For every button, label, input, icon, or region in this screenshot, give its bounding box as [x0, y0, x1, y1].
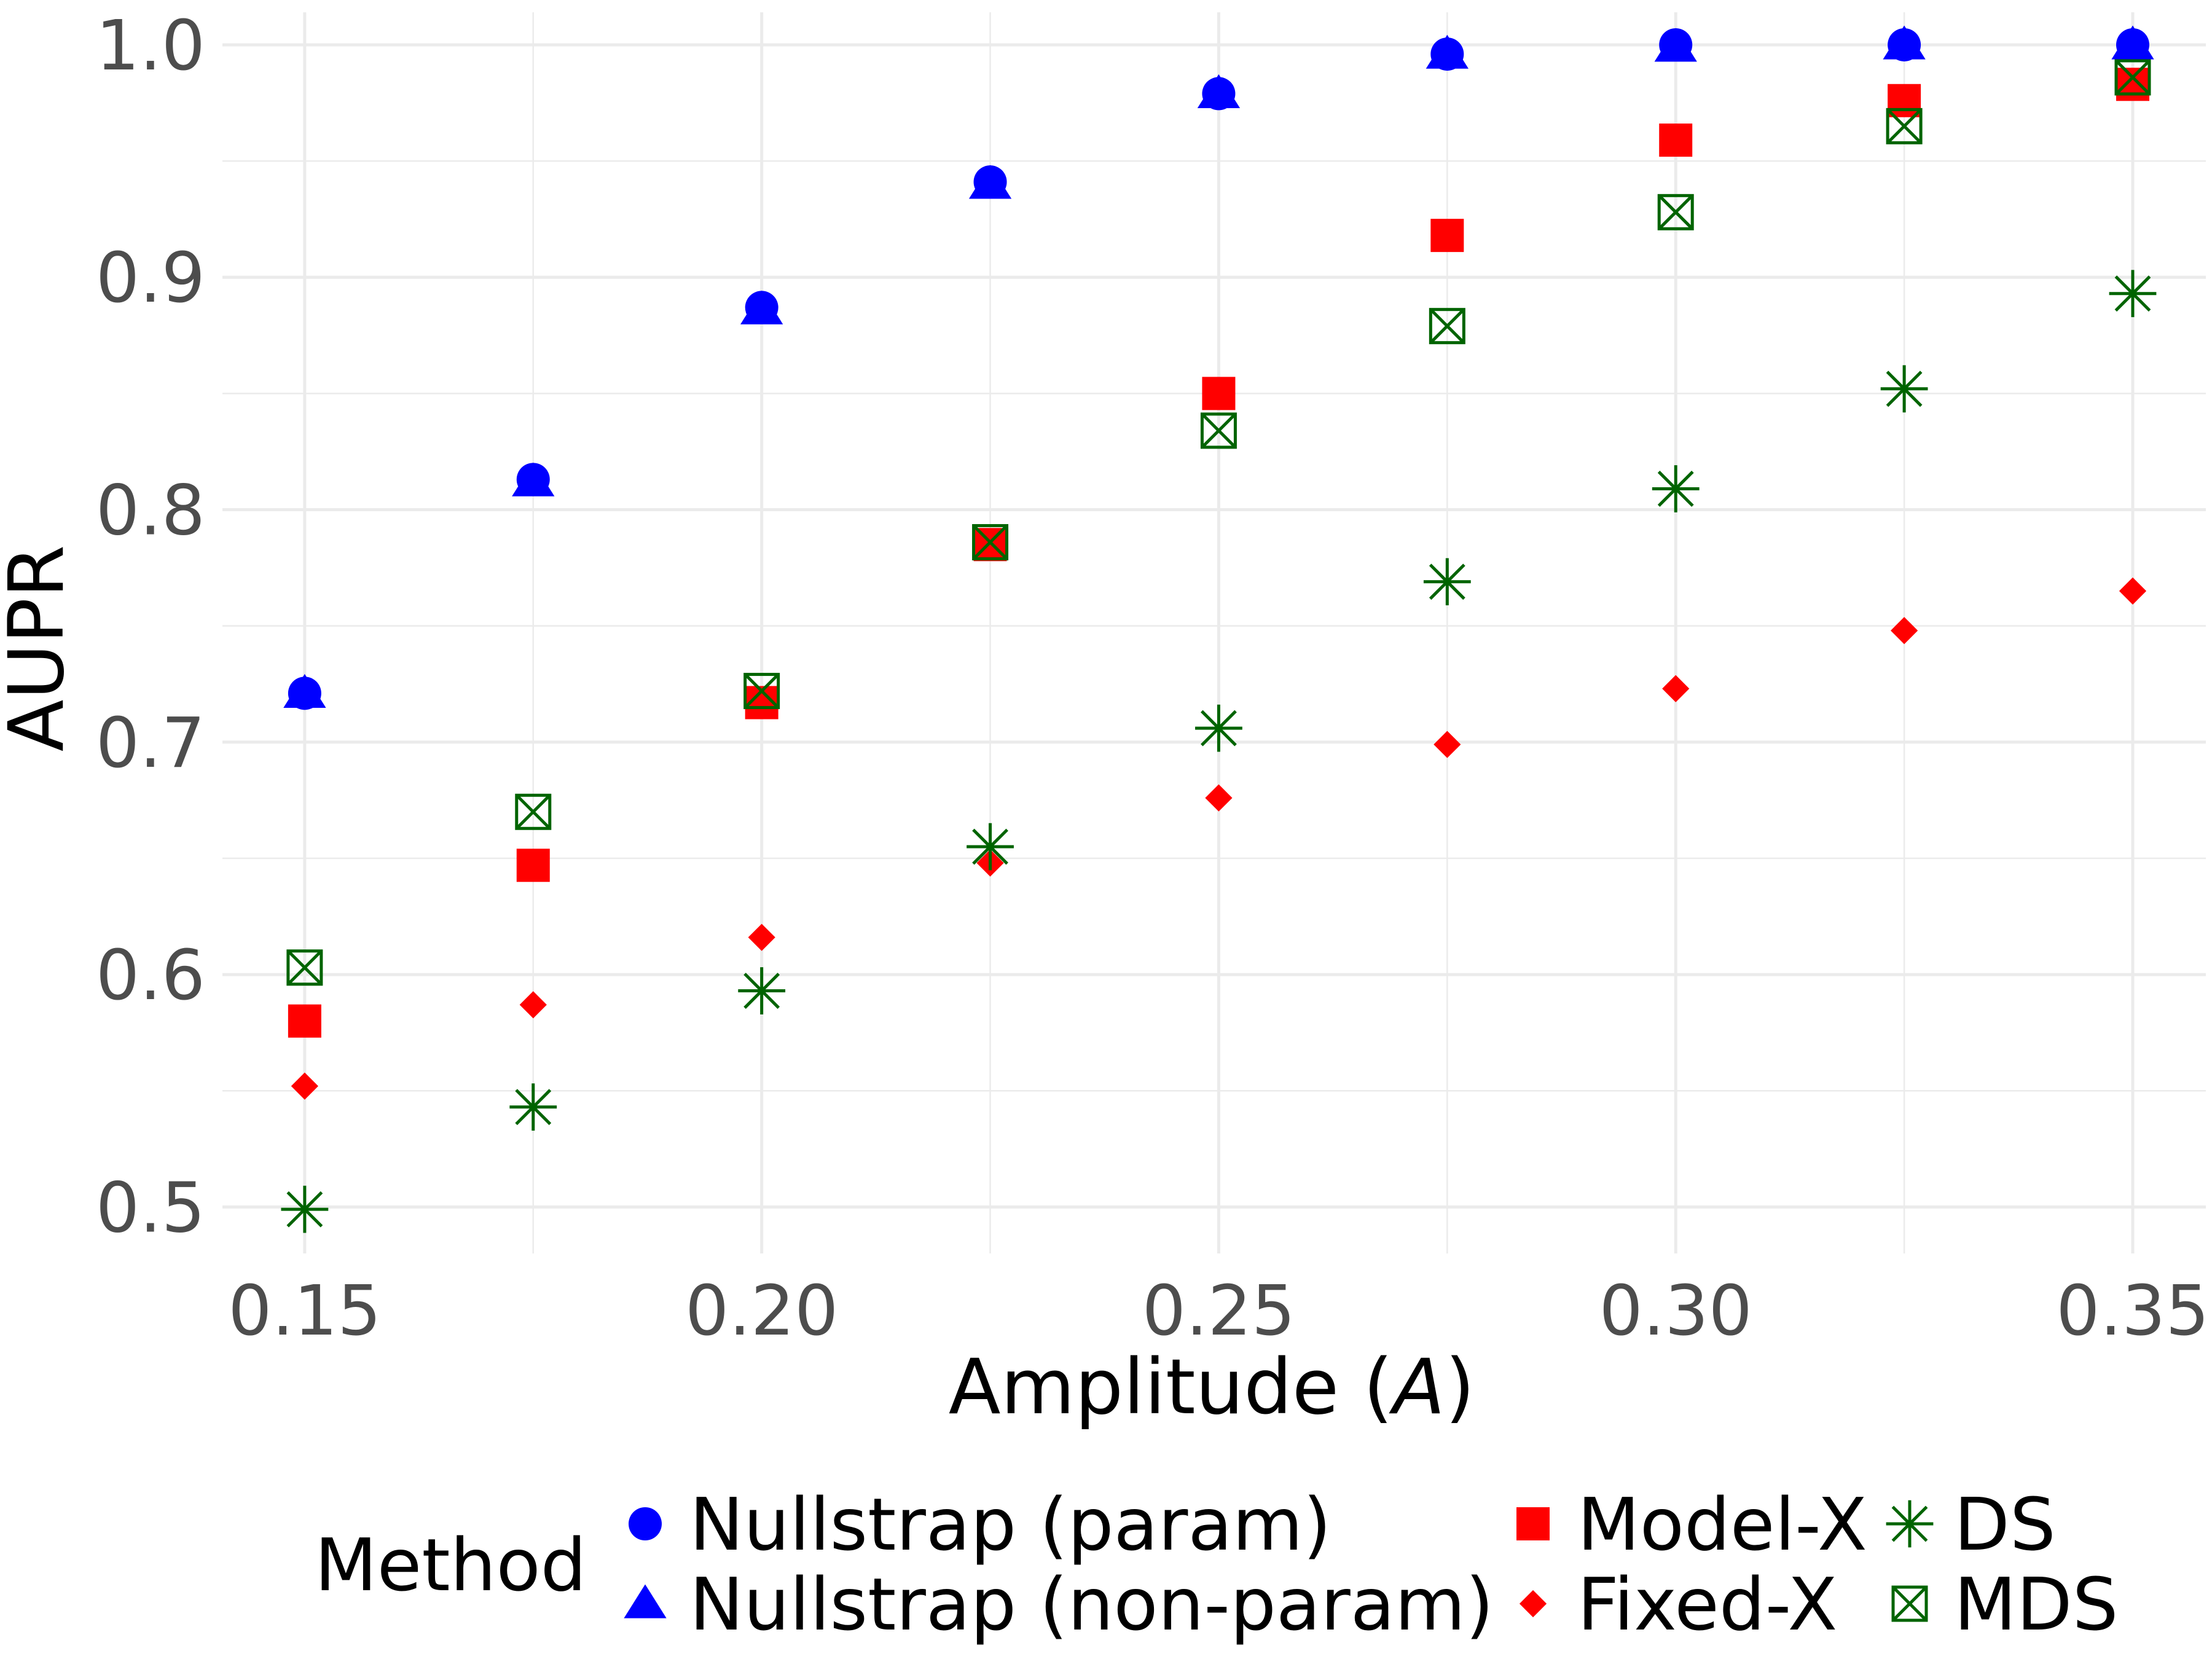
point-diamond	[1891, 617, 1918, 645]
legend-key-boxed-x	[1891, 1585, 1928, 1622]
legend-key-triangle	[624, 1584, 667, 1618]
legend-label: Nullstrap (non-param)	[689, 1562, 1494, 1647]
point-boxed-x	[743, 673, 780, 710]
legend-key-square	[1516, 1507, 1550, 1540]
x-axis-title-text: Amplitude	[949, 1343, 1339, 1432]
y-tick-label: 1.0	[96, 6, 205, 86]
point-diamond	[1662, 675, 1690, 702]
point-triangle	[2111, 25, 2154, 60]
legend-label: Nullstrap (param)	[689, 1482, 1332, 1567]
point-diamond	[1433, 731, 1461, 758]
point-triangle	[512, 462, 555, 496]
legend-label: MDS	[1954, 1562, 2119, 1647]
point-diamond	[519, 991, 547, 1019]
point-asterisk	[509, 1083, 557, 1131]
point-diamond	[2119, 577, 2147, 605]
point-asterisk	[281, 1185, 329, 1233]
y-axis-title: AUPR	[0, 545, 81, 752]
point-asterisk	[1880, 365, 1928, 413]
series-diamond	[291, 577, 2147, 1100]
legend-item: Nullstrap (non-param)	[624, 1562, 1494, 1647]
legend-label: DS	[1954, 1482, 2056, 1567]
point-boxed-x	[286, 949, 323, 986]
point-square	[288, 1004, 321, 1038]
legend-item: DS	[1886, 1482, 2056, 1567]
point-square	[973, 528, 1007, 562]
point-asterisk	[2109, 270, 2157, 318]
x-tick-label: 0.25	[1142, 1271, 1295, 1351]
y-tick-labels: 0.5 0.6 0.7 0.8 0.9 1.0	[96, 6, 205, 1248]
legend-item: Model-X	[1516, 1482, 1867, 1567]
point-triangle	[1654, 28, 1697, 62]
y-tick-label: 0.9	[96, 238, 205, 318]
x-tick-label: 0.30	[1599, 1271, 1752, 1351]
point-boxed-x	[1657, 194, 1694, 230]
y-tick-label: 0.5	[96, 1168, 205, 1248]
point-boxed-x	[972, 524, 1009, 560]
point-asterisk	[1195, 704, 1242, 752]
legend-item: Fixed-X	[1519, 1562, 1837, 1647]
series-boxed-x	[286, 59, 2151, 986]
point-diamond	[291, 1072, 318, 1100]
x-tick-label: 0.20	[685, 1271, 838, 1351]
point-square	[516, 849, 550, 882]
point-asterisk	[967, 823, 1014, 871]
data-points	[281, 25, 2157, 1233]
point-boxed-x	[515, 793, 552, 830]
point-boxed-x	[1429, 308, 1465, 345]
point-square	[1202, 377, 1236, 410]
y-tick-label: 0.8	[96, 471, 205, 551]
legend-key-diamond	[1519, 1590, 1547, 1618]
legend-label: Model-X	[1577, 1482, 1867, 1567]
gridlines	[222, 12, 2206, 1253]
series-triangle	[283, 25, 2154, 708]
point-asterisk	[1423, 558, 1471, 606]
legend: Method Nullstrap (param)Nullstrap (non-p…	[315, 1482, 2119, 1647]
point-triangle	[1426, 34, 1469, 69]
point-square	[2116, 68, 2149, 101]
legend-label: Fixed-X	[1577, 1562, 1837, 1647]
legend-key-asterisk	[1886, 1500, 1934, 1548]
legend-key-circle	[629, 1507, 662, 1540]
legend-item: Nullstrap (param)	[629, 1482, 1332, 1567]
point-triangle	[740, 290, 783, 324]
x-tick-label: 0.15	[228, 1271, 381, 1351]
point-triangle	[968, 165, 1012, 199]
point-asterisk	[1652, 465, 1700, 512]
y-tick-label: 0.6	[96, 936, 205, 1016]
y-tick-label: 0.7	[96, 704, 205, 783]
point-diamond	[748, 924, 775, 951]
x-axis-title-symbol: A	[1389, 1343, 1445, 1432]
point-triangle	[283, 673, 326, 708]
x-tick-label: 0.35	[2056, 1271, 2209, 1351]
point-boxed-x	[1200, 412, 1237, 449]
point-triangle	[1883, 25, 1926, 60]
x-tick-labels: 0.15 0.20 0.25 0.30 0.35	[228, 1271, 2209, 1351]
point-boxed-x	[1886, 108, 1923, 144]
series-asterisk	[281, 270, 2157, 1233]
point-asterisk	[738, 967, 786, 1014]
point-triangle	[1197, 74, 1241, 109]
point-square	[1888, 84, 1921, 117]
point-square	[1659, 124, 1693, 157]
x-axis-title: Amplitude (A)	[949, 1343, 1475, 1432]
point-boxed-x	[2114, 59, 2151, 96]
legend-item: MDS	[1891, 1562, 2119, 1647]
point-square	[1430, 219, 1464, 253]
legend-title: Method	[315, 1523, 587, 1607]
point-diamond	[1205, 784, 1233, 812]
